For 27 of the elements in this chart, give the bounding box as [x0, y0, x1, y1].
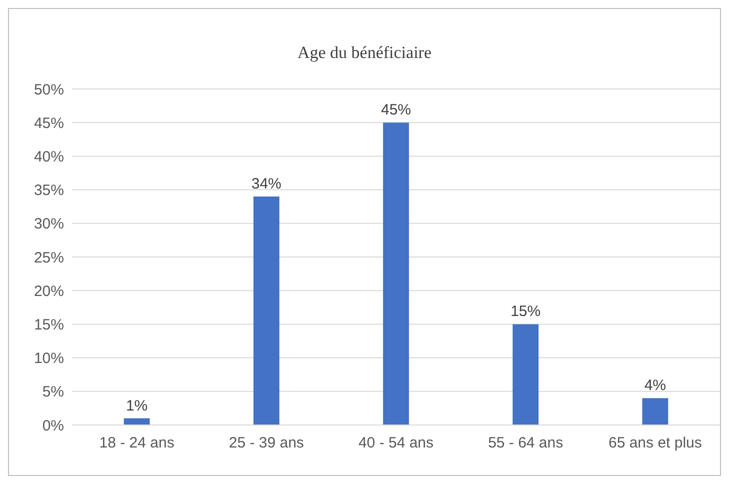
y-tick-label: 5% [42, 384, 64, 401]
bar [383, 122, 409, 425]
y-tick-label: 20% [34, 282, 64, 300]
x-tick-label: 25 - 39 ans [228, 434, 304, 452]
x-tick-label: 55 - 64 ans [488, 434, 564, 452]
y-tick-label: 15% [34, 316, 64, 334]
data-label: 1% [126, 397, 148, 414]
y-tick-label: 50% [34, 81, 64, 98]
x-tick-label: 40 - 54 ans [358, 434, 434, 452]
x-tick-label: 65 ans et plus [608, 434, 702, 452]
y-tick-label: 25% [34, 249, 64, 266]
bar [512, 324, 539, 425]
y-tick-label: 30% [34, 216, 64, 233]
y-tick-label: 10% [34, 350, 64, 368]
x-tick-label: 18 - 24 ans [99, 434, 174, 452]
y-tick-label: 40% [34, 148, 64, 166]
data-label: 45% [380, 102, 412, 119]
bar [642, 398, 668, 425]
data-label: 34% [251, 176, 282, 193]
y-tick-label: 35% [34, 182, 64, 200]
y-tick-label: 0% [42, 417, 64, 434]
chart-title: Age du bénéficiaire [296, 43, 433, 63]
y-tick-label: 45% [34, 114, 64, 132]
data-label: 15% [510, 303, 541, 320]
bar [124, 418, 150, 425]
data-label: 4% [644, 377, 666, 394]
bar [253, 196, 280, 425]
